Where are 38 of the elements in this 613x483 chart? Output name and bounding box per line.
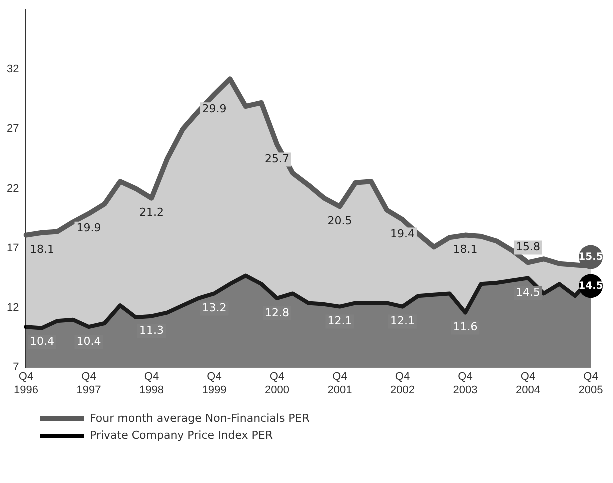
- data-label: 12.1: [328, 314, 352, 328]
- data-label: 15.5: [578, 252, 604, 263]
- data-label: 11.6: [453, 320, 478, 334]
- x-tick-label: Q4 2002: [390, 371, 415, 396]
- data-label: 18.1: [30, 243, 54, 256]
- x-tick-label: Q4 1999: [202, 371, 227, 396]
- data-label: 14.5: [578, 280, 604, 292]
- x-tick-label: Q4 2005: [578, 371, 604, 396]
- x-tick-label: Q4 2003: [453, 371, 478, 396]
- data-label: 15.8: [516, 240, 540, 254]
- data-label: 25.7: [264, 152, 290, 166]
- data-label: 19.9: [76, 222, 102, 235]
- data-label: 21.2: [139, 206, 164, 220]
- x-tick-label: Q4 2000: [265, 371, 290, 396]
- data-label: 14.5: [516, 286, 540, 300]
- x-tick-label: Q4 1997: [76, 371, 102, 396]
- data-label: 19.4: [390, 228, 415, 241]
- x-tick-label: Q4 1998: [139, 371, 164, 396]
- data-label: 11.3: [139, 324, 164, 338]
- data-label: 10.4: [30, 334, 54, 348]
- data-label: 18.1: [453, 243, 478, 256]
- data-label: 29.9: [202, 102, 227, 116]
- legend-label: Private Company Price Index PER: [90, 429, 274, 442]
- x-tick-label: Q4 2001: [328, 371, 352, 396]
- data-label: 20.5: [328, 214, 352, 228]
- y-tick-label: 22: [6, 182, 20, 195]
- y-tick-label: 17: [6, 242, 20, 254]
- data-label: 13.2: [202, 302, 227, 315]
- x-tick-label: Q4 2004: [516, 371, 540, 396]
- data-label: 10.4: [76, 334, 102, 348]
- legend-label: Four month average Non-Financials PER: [90, 412, 310, 425]
- y-tick-label: 12: [6, 302, 20, 314]
- y-tick-label: 27: [6, 123, 20, 136]
- y-tick-label: 32: [6, 64, 20, 76]
- data-label: 12.1: [390, 314, 415, 328]
- x-tick-label: Q4 1996: [14, 371, 38, 396]
- data-label: 12.8: [264, 306, 290, 320]
- y-tick-label: 7: [13, 362, 20, 374]
